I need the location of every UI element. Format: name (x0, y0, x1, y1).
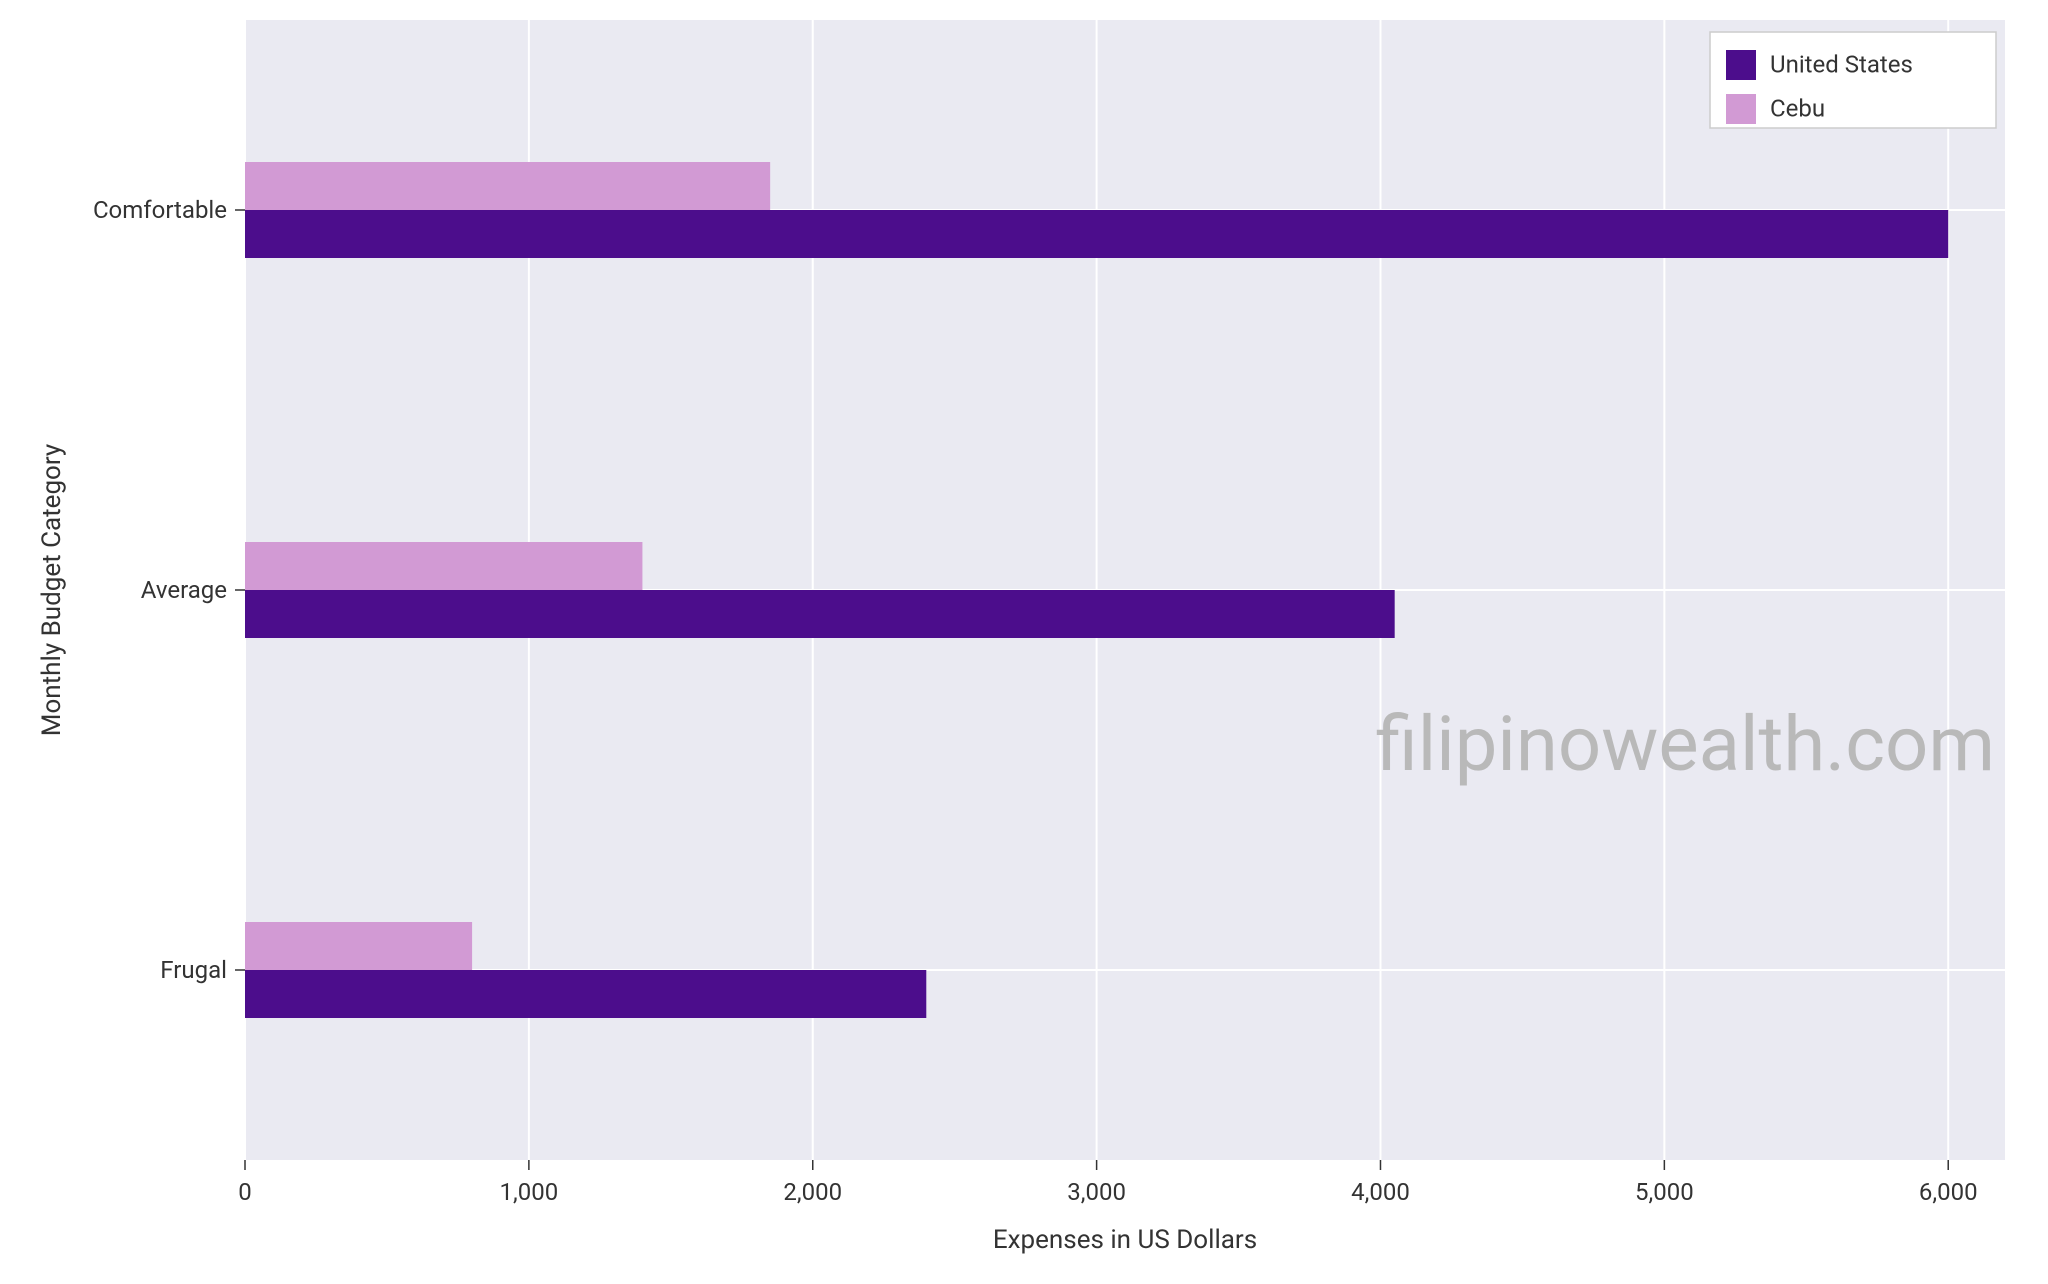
watermark-text: filipinowealth.com (1376, 699, 1995, 789)
y-tick-label: Average (141, 576, 227, 604)
x-axis-label: Expenses in US Dollars (993, 1225, 1257, 1255)
legend-label: United States (1770, 51, 1913, 79)
y-tick-label: Frugal (160, 956, 227, 984)
bar-united-states (245, 590, 1395, 638)
legend-label: Cebu (1770, 95, 1825, 123)
y-axis-label: Monthly Budget Category (37, 444, 67, 736)
bar-united-states (245, 210, 1948, 258)
bar-united-states (245, 970, 926, 1018)
x-tick-label: 4,000 (1351, 1178, 1410, 1206)
y-tick-label: Comfortable (93, 196, 227, 224)
bar-cebu (245, 922, 472, 970)
x-tick-label: 0 (238, 1178, 252, 1206)
budget-comparison-chart: filipinowealth.com 0 1,000 2,000 3,000 4,000 5… (0, 0, 2048, 1284)
x-tick-label: 5,000 (1635, 1178, 1694, 1206)
bar-cebu (245, 542, 642, 590)
bar-cebu (245, 162, 770, 210)
legend-swatch (1726, 50, 1756, 80)
x-tick-label: 2,000 (783, 1178, 842, 1206)
x-tick-label: 6,000 (1919, 1178, 1978, 1206)
legend-swatch (1726, 94, 1756, 124)
x-tick-label: 1,000 (500, 1178, 559, 1206)
x-tick-label: 3,000 (1067, 1178, 1126, 1206)
chart-svg: filipinowealth.com 0 1,000 2,000 3,000 4,000 5… (0, 0, 2048, 1284)
